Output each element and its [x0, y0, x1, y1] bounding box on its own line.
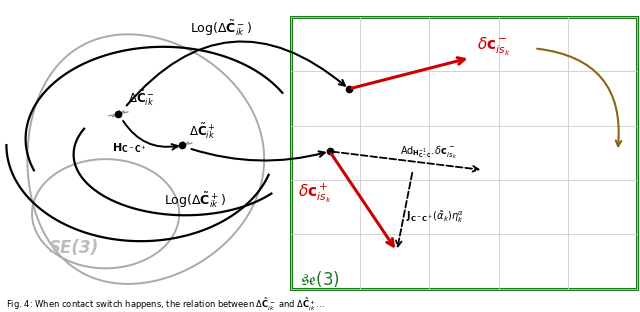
Text: $\mathrm{Log}(\Delta\tilde{\mathbf{C}}^-_{ik})$: $\mathrm{Log}(\Delta\tilde{\mathbf{C}}^-… [189, 18, 252, 38]
Text: $\mathbf{H}_{\mathbf{C}^-\mathbf{C}^+}$: $\mathbf{H}_{\mathbf{C}^-\mathbf{C}^+}$ [112, 141, 147, 155]
Text: $\Delta\tilde{\mathbf{C}}^-_{ik}$: $\Delta\tilde{\mathbf{C}}^-_{ik}$ [128, 89, 154, 109]
Text: $\Delta\tilde{\mathbf{C}}^+_{ik}$: $\Delta\tilde{\mathbf{C}}^+_{ik}$ [189, 121, 215, 141]
Text: $\mathbf{J}_{\mathbf{C}^-\mathbf{C}^+}(\tilde{\alpha}_k)\eta^{\alpha}_k$: $\mathbf{J}_{\mathbf{C}^-\mathbf{C}^+}(\… [406, 209, 465, 225]
Text: SE(3): SE(3) [49, 239, 99, 257]
Text: $\mathfrak{se}(3)$: $\mathfrak{se}(3)$ [300, 270, 339, 290]
Bar [291, 17, 637, 289]
Text: $\delta\mathbf{c}^-_{is_k}$: $\delta\mathbf{c}^-_{is_k}$ [477, 36, 511, 58]
Text: $\mathrm{Log}(\Delta\tilde{\mathbf{C}}^+_{ik})$: $\mathrm{Log}(\Delta\tilde{\mathbf{C}}^+… [164, 190, 227, 210]
Text: $\mathrm{Ad}_{\mathbf{H}^{-1}_{\mathbf{C}^-\mathbf{C}^+}}\delta\mathbf{c}^-_{is_: $\mathrm{Ad}_{\mathbf{H}^{-1}_{\mathbf{C… [400, 144, 457, 161]
Text: $\delta\mathbf{c}^+_{is_k}$: $\delta\mathbf{c}^+_{is_k}$ [298, 181, 332, 205]
Text: Fig. 4: When contact switch happens, the relation between $\Delta\tilde{\mathbf{: Fig. 4: When contact switch happens, the… [6, 297, 325, 312]
